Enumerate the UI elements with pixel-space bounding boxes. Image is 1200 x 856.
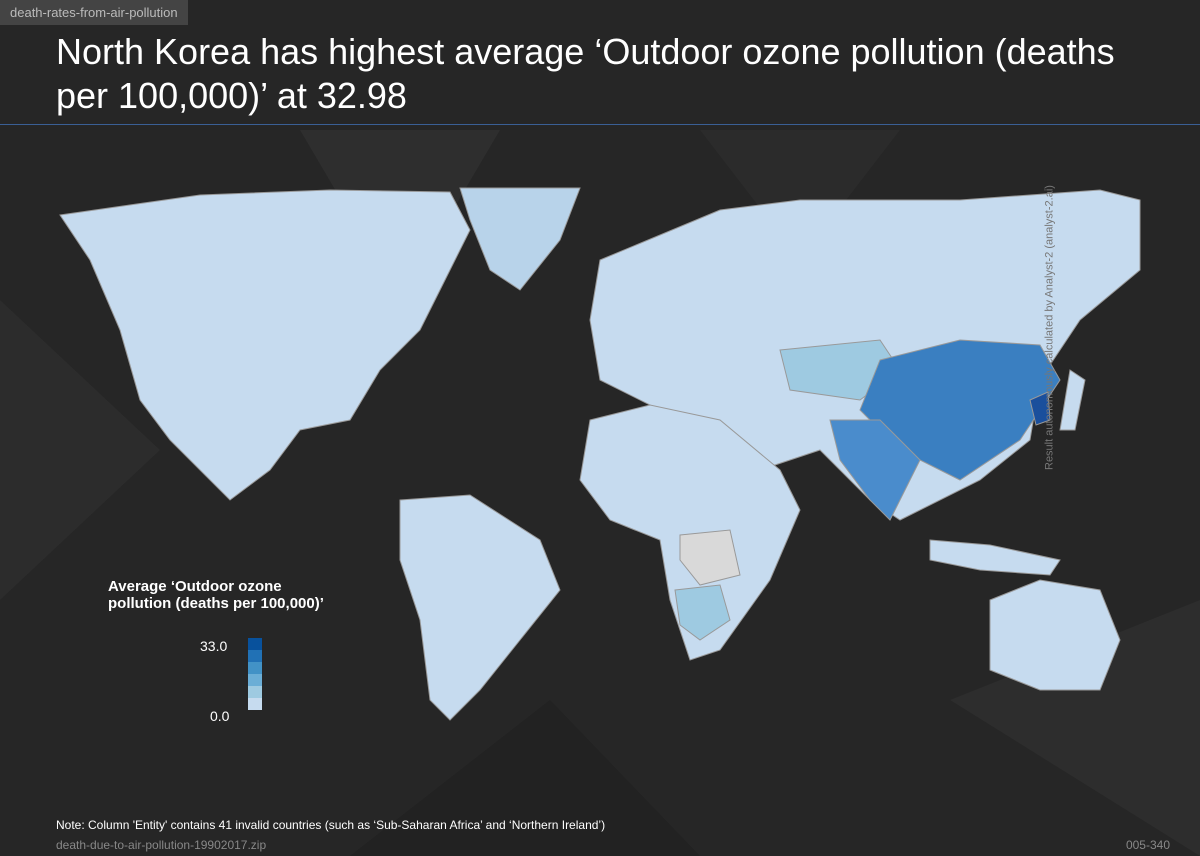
world-map xyxy=(59,187,1141,721)
page-id: 005-340 xyxy=(1125,838,1170,852)
japan xyxy=(1059,369,1086,431)
credit: Result autonomously calculated by Analys… xyxy=(1043,185,1056,470)
africa xyxy=(579,404,801,661)
title-rule xyxy=(0,124,1200,125)
north-korea xyxy=(1029,391,1051,426)
greenland xyxy=(459,187,581,291)
india xyxy=(829,419,921,521)
title: North Korea has highest average ‘Outdoor… xyxy=(56,31,1115,116)
tag: death-rates-from-air-pollution xyxy=(0,0,188,25)
southern-africa xyxy=(674,584,731,641)
legend-swatches xyxy=(248,638,262,710)
legend-min: 0.0 xyxy=(210,708,230,724)
legend-max: 33.0 xyxy=(200,638,228,654)
file-name: death-due-to-air-pollution-19902017.zip xyxy=(56,838,267,852)
australia xyxy=(989,579,1121,691)
note: Note: Column 'Entity' contains 41 invali… xyxy=(56,818,606,832)
north-america xyxy=(59,189,471,501)
dr-congo xyxy=(679,529,741,586)
legend-title: Average ‘Outdoor ozone pollution (deaths… xyxy=(108,578,324,612)
indonesia xyxy=(929,539,1061,576)
south-america xyxy=(399,494,561,721)
